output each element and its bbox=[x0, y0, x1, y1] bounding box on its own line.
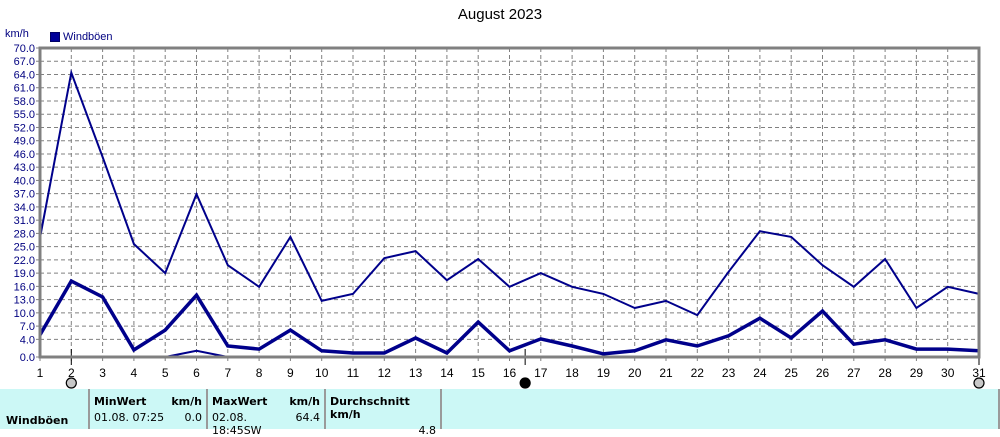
y-tick-label: 52.0 bbox=[14, 122, 35, 134]
stats-row-label: Windböen bbox=[6, 414, 69, 427]
stats-min-cell: MinWert km/h 01.08. 07:25 0.0 bbox=[90, 389, 208, 429]
max-unit: km/h bbox=[289, 395, 320, 408]
line-chart: 70.067.064.061.058.055.052.049.046.043.0… bbox=[14, 43, 986, 389]
x-tick-label: 20 bbox=[628, 366, 642, 380]
x-tick-label: 12 bbox=[378, 366, 392, 380]
min-header: MinWert bbox=[94, 395, 147, 408]
x-tick-label: 27 bbox=[847, 366, 861, 380]
x-tick-label: 1 bbox=[37, 366, 44, 380]
x-tick-label: 8 bbox=[256, 366, 263, 380]
y-tick-label: 61.0 bbox=[14, 83, 35, 95]
x-tick-label: 2 bbox=[68, 366, 75, 380]
y-tick-label: 25.0 bbox=[14, 242, 35, 254]
x-tick-label: 17 bbox=[534, 366, 548, 380]
x-tick-label: 3 bbox=[99, 366, 106, 380]
plot-frame bbox=[38, 46, 981, 359]
x-tick-label: 19 bbox=[597, 366, 611, 380]
x-tick-label: 24 bbox=[753, 366, 767, 380]
y-tick-label: 0.0 bbox=[20, 352, 35, 364]
x-tick-label: 13 bbox=[409, 366, 423, 380]
y-tick-label: 28.0 bbox=[14, 228, 35, 240]
x-tick-label: 7 bbox=[224, 366, 231, 380]
y-tick-label: 10.0 bbox=[14, 308, 35, 320]
y-tick-label: 13.0 bbox=[14, 295, 35, 307]
stats-empty-cell bbox=[442, 389, 1000, 429]
x-tick-label: 21 bbox=[659, 366, 673, 380]
y-tick-label: 19.0 bbox=[14, 268, 35, 280]
y-tick-label: 67.0 bbox=[14, 56, 35, 68]
legend: Windböen bbox=[50, 31, 113, 43]
x-tick-label: 6 bbox=[193, 366, 200, 380]
stats-row-label-cell: Windböen bbox=[0, 389, 90, 429]
full-moon-icon bbox=[973, 377, 985, 389]
y-tick-label: 49.0 bbox=[14, 136, 35, 148]
max-when: 02.08. 18:45SW bbox=[212, 411, 262, 437]
new-moon-icon bbox=[519, 377, 531, 389]
min-when: 01.08. 07:25 bbox=[94, 411, 165, 424]
moon-markers bbox=[65, 349, 985, 389]
y-tick-label: 4.0 bbox=[20, 334, 35, 346]
y-tick-label: 31.0 bbox=[14, 215, 35, 227]
x-tick-label: 9 bbox=[287, 366, 294, 380]
x-tick-label: 15 bbox=[472, 366, 486, 380]
avg-header: Durchschnitt km/h bbox=[330, 395, 410, 421]
stats-avg-cell: Durchschnitt km/h 4.8 bbox=[326, 389, 442, 437]
x-tick-label: 30 bbox=[941, 366, 955, 380]
y-tick-label: 55.0 bbox=[14, 109, 35, 121]
x-tick-label: 16 bbox=[503, 366, 517, 380]
series-line bbox=[39, 68, 980, 317]
y-tick-label: 37.0 bbox=[14, 189, 35, 201]
legend-label: Windböen bbox=[63, 31, 113, 43]
x-tick-label: 11 bbox=[347, 366, 360, 380]
y-tick-label: 43.0 bbox=[14, 162, 35, 174]
x-tick-label: 18 bbox=[565, 366, 579, 380]
x-tick-label: 10 bbox=[315, 366, 329, 380]
chart-title: August 2023 bbox=[457, 6, 543, 23]
x-tick-label: 28 bbox=[878, 366, 892, 380]
min-value: 0.0 bbox=[184, 411, 203, 424]
y-tick-label: 70.0 bbox=[14, 43, 35, 55]
x-tick-label: 5 bbox=[162, 366, 169, 380]
y-tick-label: 46.0 bbox=[14, 149, 35, 161]
legend-swatch-icon bbox=[50, 32, 60, 42]
x-tick-label: 4 bbox=[131, 366, 138, 380]
y-tick-label: 34.0 bbox=[14, 202, 35, 214]
y-tick-label: 64.0 bbox=[14, 69, 35, 81]
y-axis-unit: km/h bbox=[5, 28, 29, 40]
y-tick-label: 7.0 bbox=[20, 321, 35, 333]
y-axis-ticks: 70.067.064.0 61.058.055.052.0 49.046.043.0… bbox=[14, 43, 40, 364]
x-tick-label: 26 bbox=[816, 366, 830, 380]
max-value: 64.4 bbox=[295, 411, 321, 424]
x-tick-label: 25 bbox=[785, 366, 799, 380]
x-tick-label: 29 bbox=[910, 366, 924, 380]
x-tick-label: 14 bbox=[440, 366, 454, 380]
max-header: MaxWert bbox=[212, 395, 268, 408]
x-tick-label: 31 bbox=[972, 366, 986, 380]
full-moon-icon bbox=[65, 377, 77, 389]
y-tick-label: 22.0 bbox=[14, 255, 35, 267]
stats-max-cell: MaxWert km/h 02.08. 18:45SW 64.4 bbox=[208, 389, 326, 437]
x-tick-label: 23 bbox=[722, 366, 736, 380]
min-unit: km/h bbox=[171, 395, 202, 408]
y-tick-label: 58.0 bbox=[14, 96, 35, 108]
y-tick-label: 40.0 bbox=[14, 175, 35, 187]
x-tick-label: 22 bbox=[691, 366, 705, 380]
series-line bbox=[38, 278, 980, 356]
stats-table: Windböen MinWert km/h 01.08. 07:25 0.0 Max… bbox=[0, 389, 1000, 437]
y-tick-label: 16.0 bbox=[14, 281, 35, 293]
avg-value: 4.8 bbox=[418, 424, 437, 437]
x-axis-ticks: 1 2 3 4 5 6 7 8 9 10 11 12 13 14 15 16 17 18 19 20 21 22 23 24 2… bbox=[37, 357, 986, 380]
